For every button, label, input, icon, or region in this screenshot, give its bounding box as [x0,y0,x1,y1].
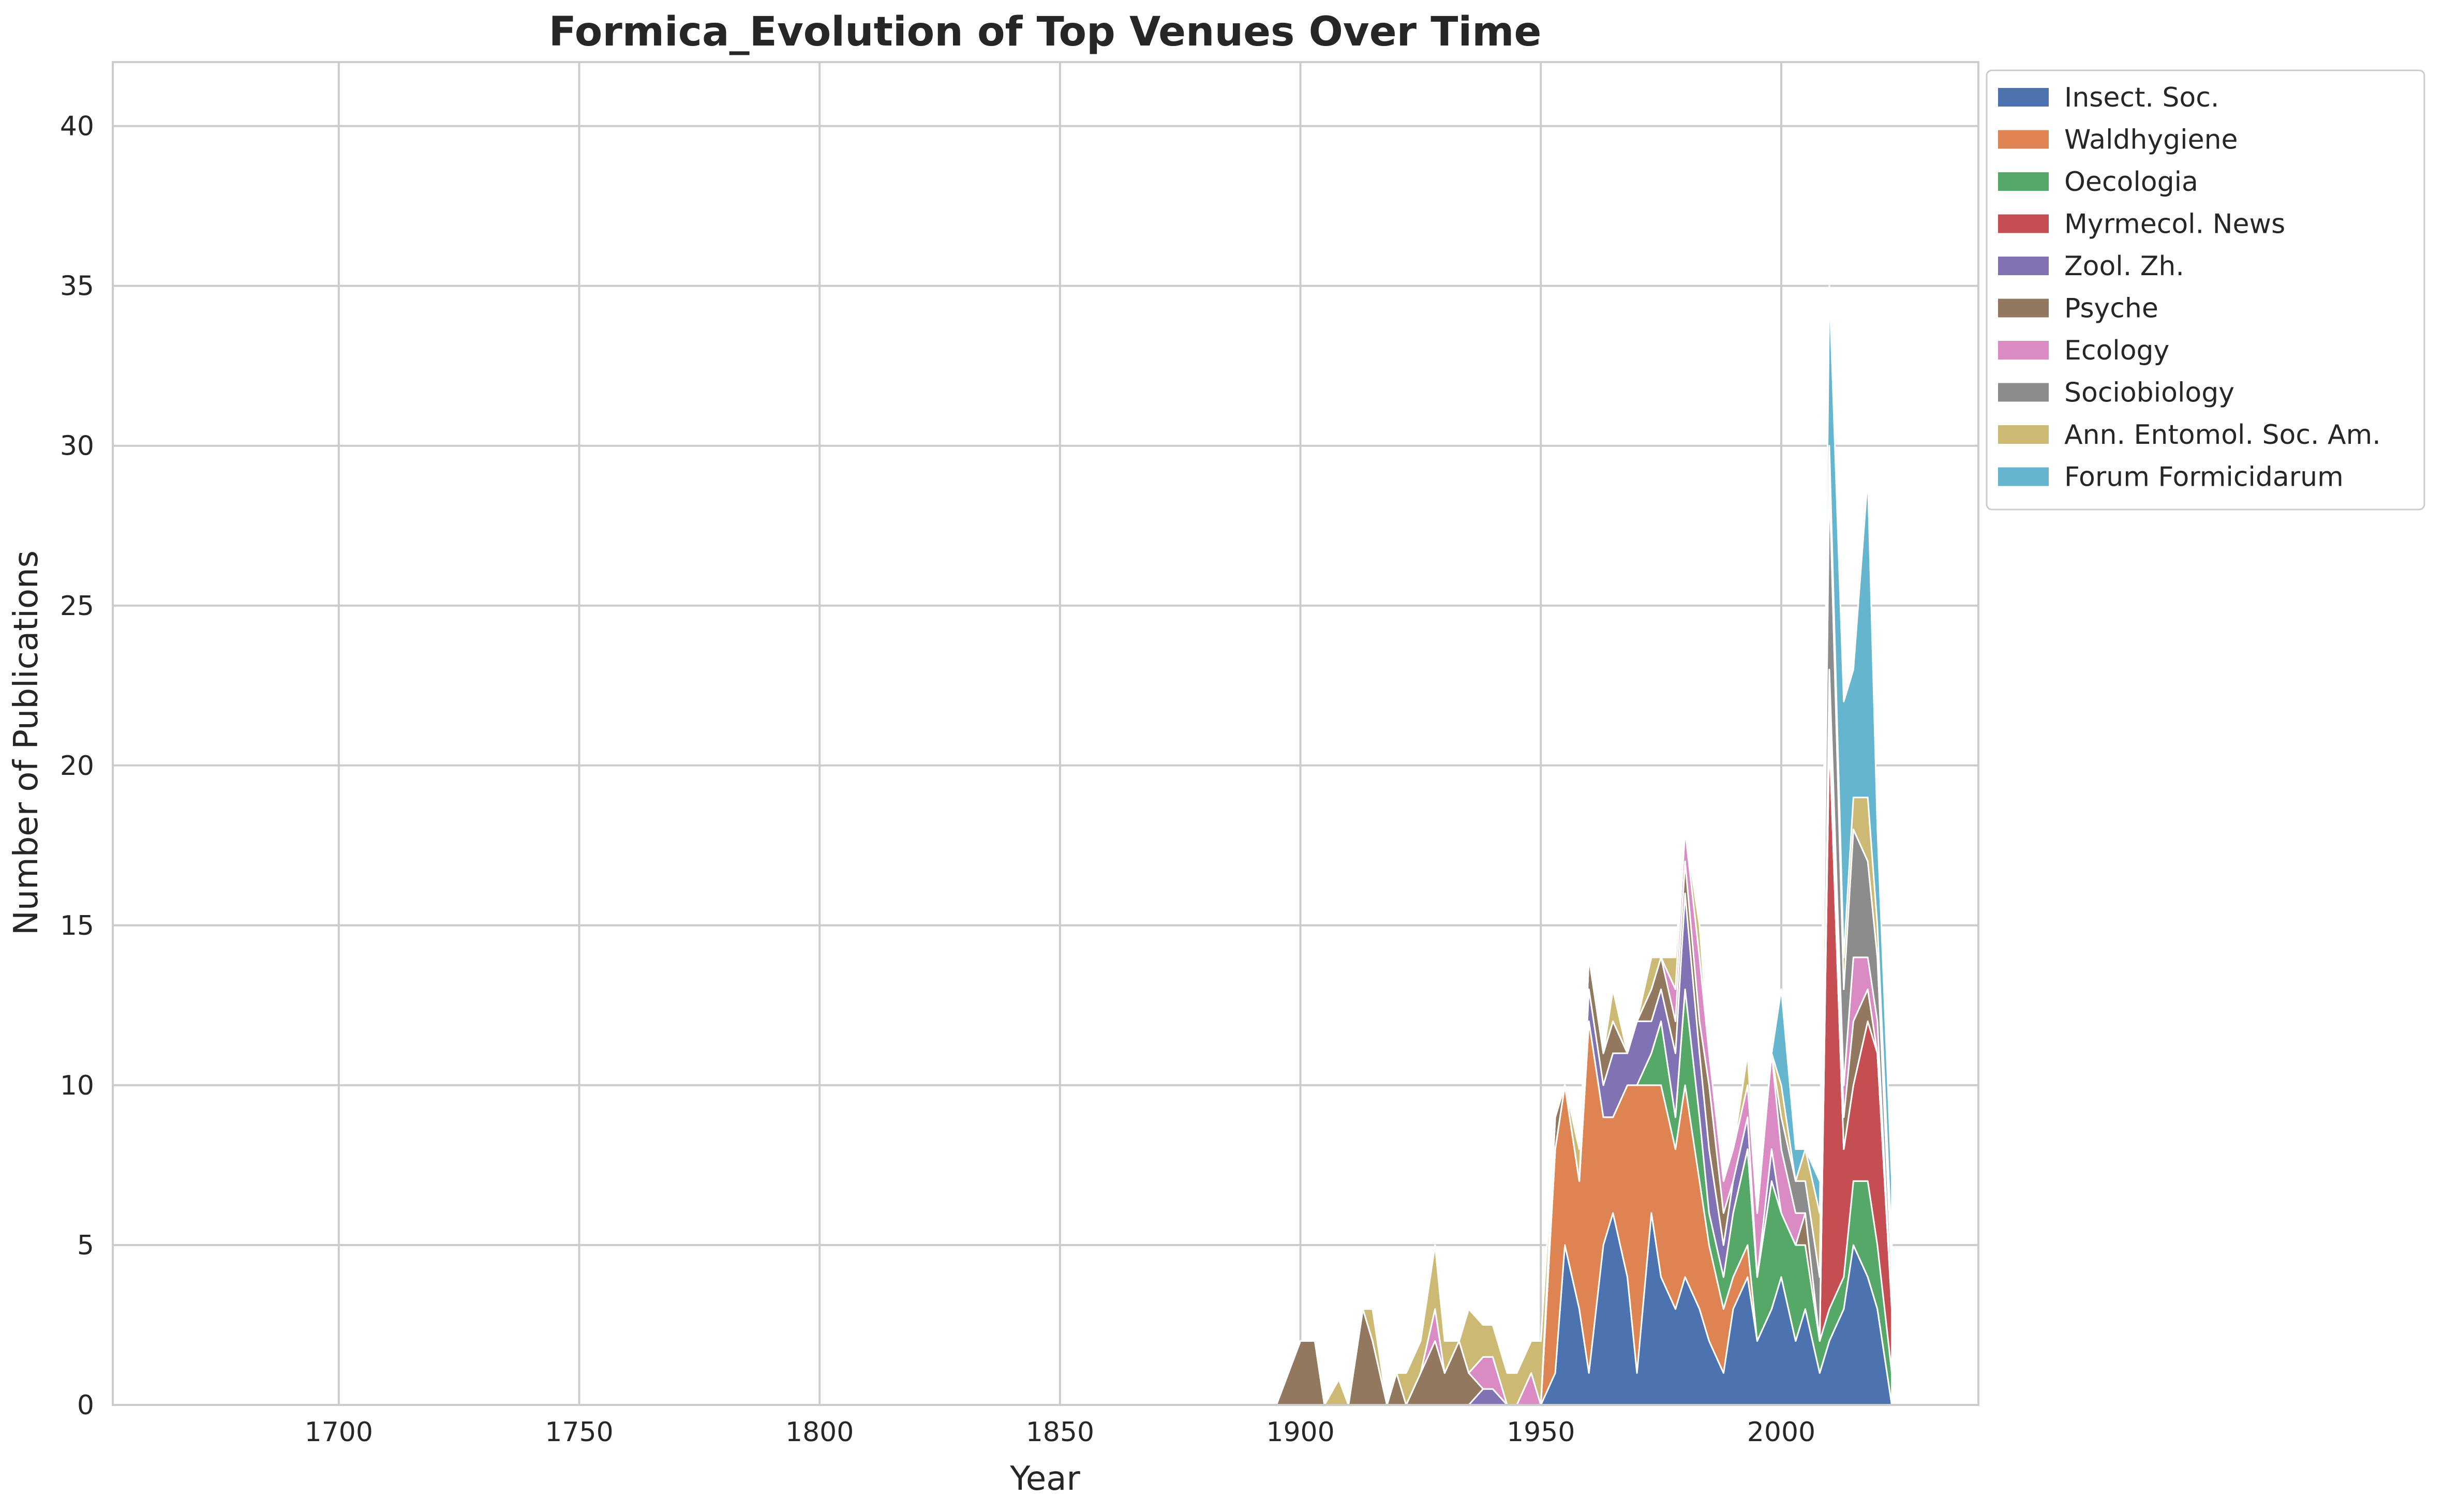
legend-box [1986,69,2425,511]
y-tick-label: 35 [60,271,94,302]
legend-swatch [1998,172,2049,191]
y-tick-label: 10 [60,1070,94,1101]
x-tick-label: 2000 [1747,1417,1815,1448]
x-tick-label: 1900 [1266,1417,1334,1448]
legend-label: Ann. Entomol. Soc. Am. [2064,420,2381,451]
legend-swatch [1998,467,2049,486]
legend-label: Myrmecol. News [2064,209,2285,240]
legend-swatch [1998,257,2049,275]
legend-label: Zool. Zh. [2064,251,2184,282]
x-tick-label: 1750 [545,1417,613,1448]
legend-swatch [1998,383,2049,402]
legend-swatch [1998,425,2049,444]
y-tick-label: 5 [77,1230,94,1261]
legend-swatch [1998,88,2049,107]
legend-label: Insect. Soc. [2064,82,2219,113]
legend-label: Psyche [2064,293,2158,324]
x-axis-label: Year [1009,1460,1080,1498]
legend-label: Oecologia [2064,167,2198,198]
legend-swatch [1998,130,2049,149]
y-tick-label: 20 [60,751,94,782]
plot-areas [1275,285,1893,1406]
legend-swatch [1998,341,2049,360]
plot-frame [112,61,1979,1406]
x-tick-label: 1950 [1507,1417,1575,1448]
y-tick-label: 30 [60,431,94,462]
x-tick-label: 1850 [1026,1417,1094,1448]
y-tick-label: 15 [60,910,94,941]
chart-title: Formica_Evolution of Top Venues Over Tim… [549,9,1542,55]
y-axis-label: Number of Publications [7,550,46,935]
legend: Insect. Soc. Waldhygiene Oecologia Myrmecol… [1986,69,2425,511]
legend-swatch [1998,214,2049,233]
y-tick-label: 40 [60,111,94,142]
legend-label: Forum Formicidarum [2064,462,2344,493]
x-tick-label: 1700 [305,1417,373,1448]
legend-label: Ecology [2064,335,2169,366]
legend-label: Sociobiology [2064,378,2234,409]
area-series-9 [1275,285,1893,1406]
legend-swatch [1998,298,2049,318]
tick-labels: 1700 1750 1800 1850 1900 1950 2000 0 5 10 15 20 25 30… [60,111,1815,1448]
y-tick-label: 0 [77,1390,94,1421]
y-tick-label: 25 [60,591,94,622]
grid [113,62,1978,1406]
x-tick-label: 1800 [785,1417,854,1448]
legend-label: Waldhygiene [2064,125,2238,156]
